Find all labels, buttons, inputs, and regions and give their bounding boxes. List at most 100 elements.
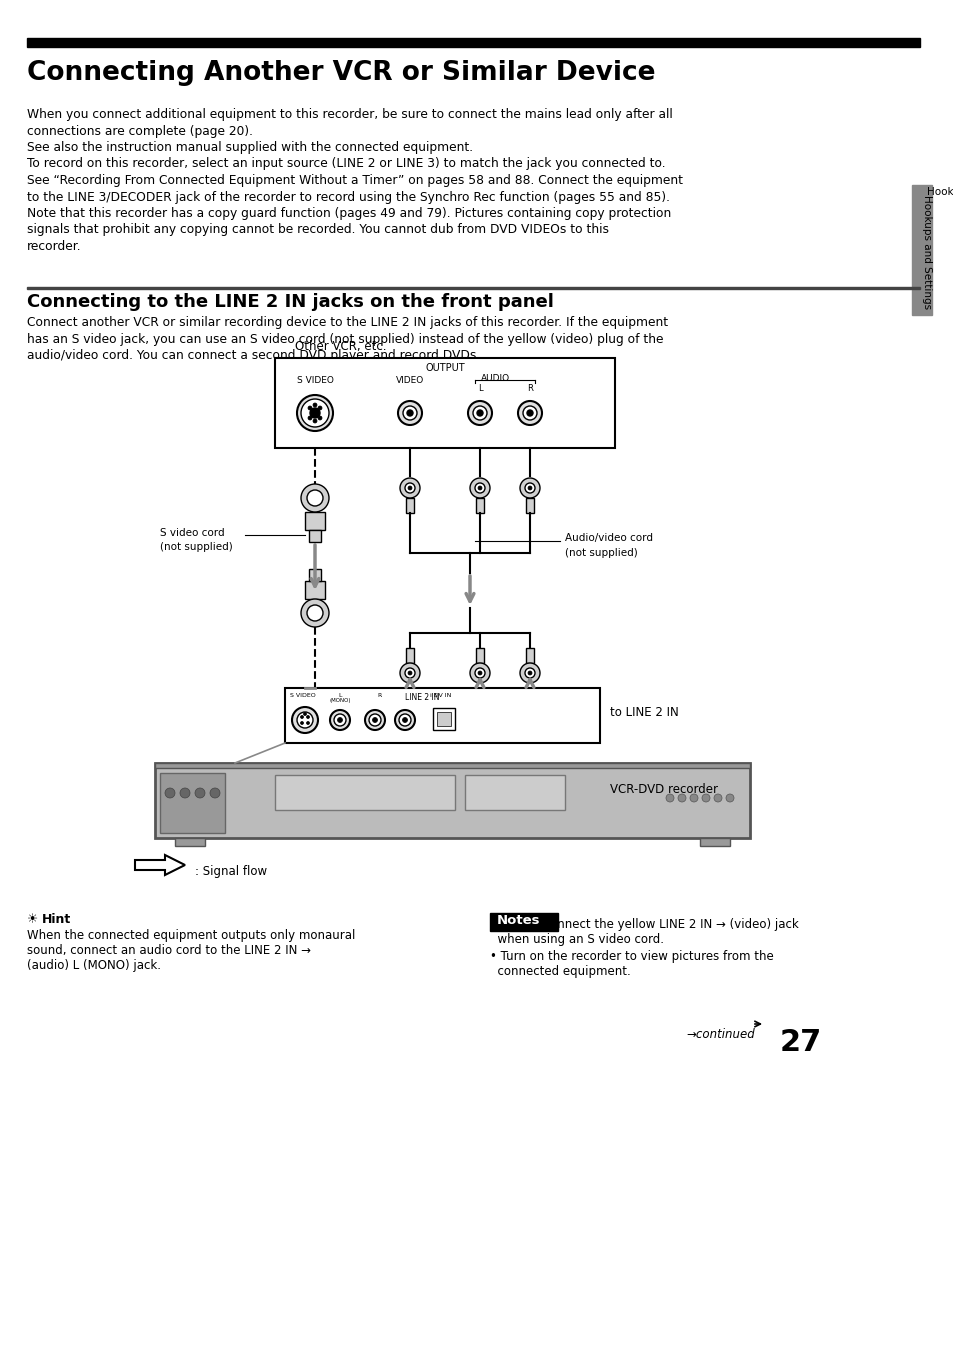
Text: Audio/video cord: Audio/video cord <box>564 533 652 544</box>
Circle shape <box>402 718 407 722</box>
Circle shape <box>372 718 377 722</box>
Circle shape <box>475 483 484 493</box>
Circle shape <box>689 794 698 802</box>
Text: See also the instruction manual supplied with the connected equipment.: See also the instruction manual supplied… <box>27 141 473 154</box>
Text: connections are complete (page 20).: connections are complete (page 20). <box>27 124 253 138</box>
Circle shape <box>527 671 532 675</box>
Text: ☀: ☀ <box>27 913 38 926</box>
Text: audio/video cord. You can connect a second DVD player and record DVDs.: audio/video cord. You can connect a seco… <box>27 349 479 362</box>
Circle shape <box>519 479 539 498</box>
Text: recorder.: recorder. <box>27 241 82 253</box>
Text: (MONO): (MONO) <box>329 698 351 703</box>
Circle shape <box>408 671 412 675</box>
Text: →continued: →continued <box>685 1028 754 1041</box>
Circle shape <box>300 715 303 718</box>
Circle shape <box>524 668 535 677</box>
Text: Connecting to the LINE 2 IN jacks on the front panel: Connecting to the LINE 2 IN jacks on the… <box>27 293 554 311</box>
Text: When the connected equipment outputs only monaural: When the connected equipment outputs onl… <box>27 929 355 942</box>
Circle shape <box>526 410 533 416</box>
Bar <box>476 498 483 512</box>
Bar <box>285 688 599 744</box>
Text: VIDEO: VIDEO <box>395 376 424 385</box>
Bar <box>154 763 749 768</box>
Circle shape <box>678 794 685 802</box>
Circle shape <box>306 715 309 718</box>
Circle shape <box>475 668 484 677</box>
Circle shape <box>527 485 532 489</box>
Text: LINE 2 IN: LINE 2 IN <box>405 694 439 702</box>
Circle shape <box>405 668 415 677</box>
Text: AUDIO: AUDIO <box>480 375 509 383</box>
Text: See “Recording From Connected Equipment Without a Timer” on pages 58 and 88. Con: See “Recording From Connected Equipment … <box>27 174 682 187</box>
Text: To record on this recorder, select an input source (LINE 2 or LINE 3) to match t: To record on this recorder, select an in… <box>27 157 665 170</box>
Text: L: L <box>477 384 482 393</box>
Bar <box>305 581 325 599</box>
Text: R: R <box>377 694 382 698</box>
Circle shape <box>210 788 220 798</box>
Circle shape <box>194 788 205 798</box>
Text: (audio) L (MONO) jack.: (audio) L (MONO) jack. <box>27 959 161 972</box>
Bar <box>490 913 558 932</box>
Text: when using an S video cord.: when using an S video cord. <box>490 933 663 946</box>
Text: VCR-DVD recorder: VCR-DVD recorder <box>609 783 718 796</box>
Circle shape <box>307 489 323 506</box>
Text: connected equipment.: connected equipment. <box>490 965 630 977</box>
Bar <box>476 648 483 662</box>
Text: sound, connect an audio cord to the LINE 2 IN →: sound, connect an audio cord to the LINE… <box>27 944 311 957</box>
Bar <box>406 648 414 662</box>
Polygon shape <box>135 854 185 875</box>
Circle shape <box>307 604 323 621</box>
Circle shape <box>519 662 539 683</box>
Text: Note that this recorder has a copy guard function (pages 49 and 79). Pictures co: Note that this recorder has a copy guard… <box>27 207 671 220</box>
Circle shape <box>292 707 317 733</box>
Circle shape <box>301 599 329 627</box>
Circle shape <box>399 479 419 498</box>
Text: Other VCR, etc.: Other VCR, etc. <box>294 339 386 353</box>
Text: to the LINE 3/DECODER jack of the recorder to record using the Synchro Rec funct: to the LINE 3/DECODER jack of the record… <box>27 191 669 204</box>
Circle shape <box>334 714 346 726</box>
Text: (not supplied): (not supplied) <box>564 548 638 558</box>
Circle shape <box>470 479 490 498</box>
Text: Notes: Notes <box>497 914 540 927</box>
Circle shape <box>395 710 415 730</box>
Text: S VIDEO: S VIDEO <box>296 376 334 385</box>
Circle shape <box>308 416 312 420</box>
Circle shape <box>408 485 412 489</box>
Circle shape <box>476 410 482 416</box>
Bar <box>525 648 534 662</box>
Text: Hookups and Settings: Hookups and Settings <box>921 195 931 310</box>
Text: to LINE 2 IN: to LINE 2 IN <box>609 706 678 719</box>
Bar <box>433 708 455 730</box>
Bar <box>27 287 919 289</box>
Bar <box>154 763 749 838</box>
Circle shape <box>473 406 486 420</box>
Text: has an S video jack, you can use an S video cord (not supplied) instead of the y: has an S video jack, you can use an S vi… <box>27 333 662 346</box>
Circle shape <box>477 485 481 489</box>
Text: When you connect additional equipment to this recorder, be sure to connect the m: When you connect additional equipment to… <box>27 108 672 120</box>
Circle shape <box>306 722 309 725</box>
Circle shape <box>317 406 322 410</box>
Circle shape <box>330 710 350 730</box>
Bar <box>911 185 931 315</box>
Circle shape <box>296 395 333 431</box>
Circle shape <box>313 403 316 407</box>
Bar <box>160 773 225 833</box>
Text: i DV IN: i DV IN <box>430 694 451 698</box>
Circle shape <box>317 416 322 420</box>
Circle shape <box>713 794 721 802</box>
Circle shape <box>397 402 421 425</box>
Bar <box>274 775 455 810</box>
Text: (not supplied): (not supplied) <box>160 542 233 552</box>
Circle shape <box>180 788 190 798</box>
Bar <box>700 838 729 846</box>
Bar <box>406 498 414 512</box>
Circle shape <box>405 483 415 493</box>
Bar <box>464 775 564 810</box>
Text: Connect another VCR or similar recording device to the LINE 2 IN jacks of this r: Connect another VCR or similar recording… <box>27 316 667 329</box>
Circle shape <box>665 794 673 802</box>
Text: signals that prohibit any copying cannot be recorded. You cannot dub from DVD VI: signals that prohibit any copying cannot… <box>27 223 608 237</box>
Circle shape <box>296 713 313 727</box>
Circle shape <box>313 419 316 423</box>
Circle shape <box>407 410 413 416</box>
Bar <box>305 512 325 530</box>
